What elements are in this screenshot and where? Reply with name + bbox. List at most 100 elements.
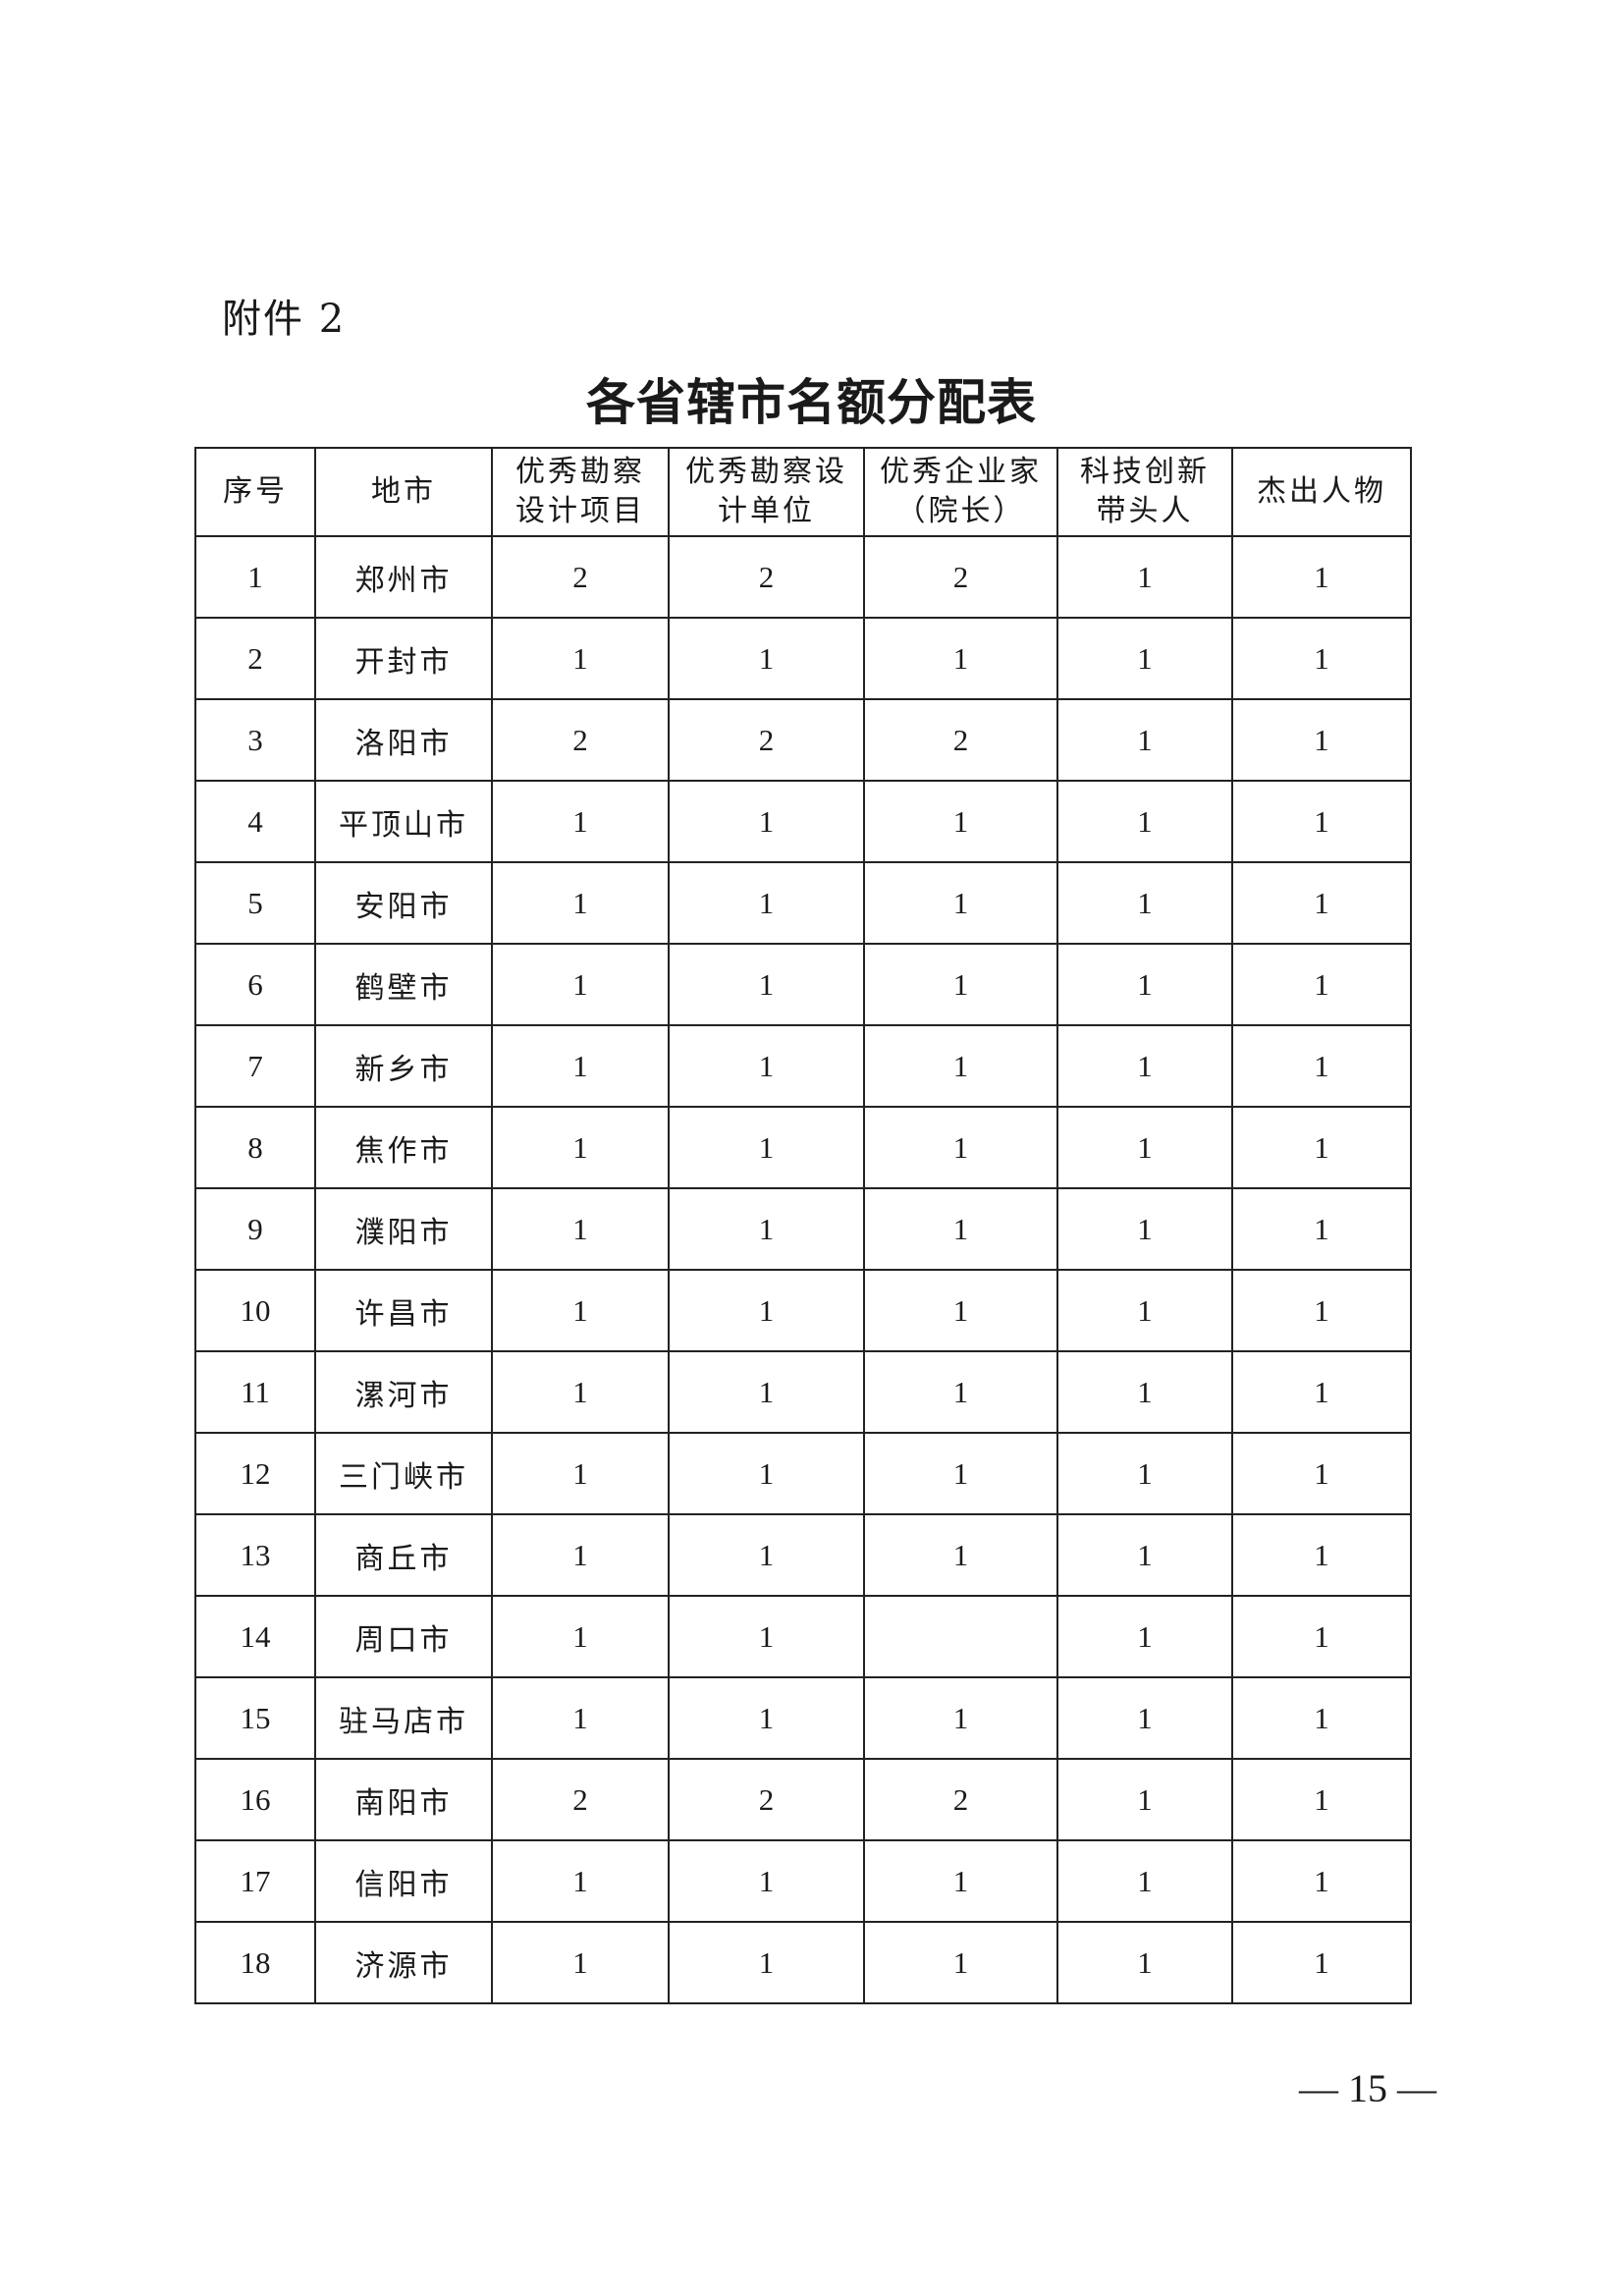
table-row: 6 鹤壁市 1 1 1 1 1 [194,943,1412,1026]
quota-cell: 1 [1231,1106,1412,1189]
quota-cell: 1 [1056,1676,1233,1760]
table-row: 9 濮阳市 1 1 1 1 1 [194,1187,1412,1271]
quota-cell: 2 [491,1758,670,1841]
quota-cell: 1 [863,1350,1058,1434]
quota-cell: 1 [1056,1024,1233,1108]
quota-cell: 1 [1231,1921,1412,2004]
table-row: 3 洛阳市 2 2 2 1 1 [194,698,1412,782]
quota-cell: 1 [1056,698,1233,782]
city-cell: 商丘市 [314,1513,493,1597]
row-index-cell: 17 [194,1839,316,1923]
quota-cell: 1 [1056,1513,1233,1597]
quota-cell: 1 [668,1106,865,1189]
document-title: 各省辖市名额分配表 [586,374,1037,431]
quota-cell: 1 [1056,780,1233,863]
quota-cell: 1 [863,617,1058,700]
quota-cell: 1 [1056,943,1233,1026]
city-cell: 三门峡市 [314,1432,493,1515]
table-row: 15 驻马店市 1 1 1 1 1 [194,1676,1412,1760]
quota-cell: 2 [668,1758,865,1841]
quota-cell: 1 [863,1187,1058,1271]
city-cell: 濮阳市 [314,1187,493,1271]
quota-cell: 1 [863,861,1058,945]
column-header: 优秀勘察 设计项目 [491,447,670,537]
quota-cell: 1 [491,1676,670,1760]
city-cell: 安阳市 [314,861,493,945]
quota-cell: 1 [1231,1024,1412,1108]
row-index-cell: 16 [194,1758,316,1841]
quota-cell: 1 [491,1106,670,1189]
quota-cell: 1 [863,1024,1058,1108]
row-index-cell: 3 [194,698,316,782]
quota-cell: 2 [863,535,1058,619]
quota-cell: 1 [668,861,865,945]
quota-cell: 1 [668,1024,865,1108]
quota-cell: 1 [491,1513,670,1597]
table-row: 5 安阳市 1 1 1 1 1 [194,861,1412,945]
quota-cell: 1 [863,1106,1058,1189]
column-header: 杰出人物 [1231,447,1412,537]
quota-cell: 1 [668,1513,865,1597]
quota-cell: 1 [1056,1595,1233,1678]
quota-cell: 1 [1231,535,1412,619]
quota-cell: 2 [668,535,865,619]
city-cell: 漯河市 [314,1350,493,1434]
quota-cell: 1 [1231,1676,1412,1760]
quota-cell: 1 [668,1187,865,1271]
row-index-cell: 1 [194,535,316,619]
quota-cell: 1 [491,1921,670,2004]
table-row: 8 焦作市 1 1 1 1 1 [194,1106,1412,1189]
table-row: 14 周口市 1 1 1 1 [194,1595,1412,1678]
table-row: 1 郑州市 2 2 2 1 1 [194,535,1412,619]
row-index-cell: 6 [194,943,316,1026]
city-cell: 开封市 [314,617,493,700]
quota-cell: 1 [491,1187,670,1271]
table-row: 2 开封市 1 1 1 1 1 [194,617,1412,700]
column-header: 优秀勘察设 计单位 [668,447,865,537]
quota-cell: 1 [1231,698,1412,782]
quota-cell: 1 [491,1595,670,1678]
quota-cell: 1 [1231,1350,1412,1434]
row-index-cell: 11 [194,1350,316,1434]
table-row: 11 漯河市 1 1 1 1 1 [194,1350,1412,1434]
quota-cell: 1 [668,780,865,863]
row-index-cell: 4 [194,780,316,863]
quota-cell: 1 [1056,617,1233,700]
table-row: 4 平顶山市 1 1 1 1 1 [194,780,1412,863]
city-cell: 焦作市 [314,1106,493,1189]
quota-cell: 1 [491,780,670,863]
quota-cell: 1 [668,1269,865,1352]
quota-cell: 1 [491,1839,670,1923]
table-header-row: 序号 地市 优秀勘察 设计项目 优秀勘察设 计单位 优秀企业家 （院长） 科技创新 带头人 杰出人物 [194,447,1412,537]
quota-cell: 1 [1231,1595,1412,1678]
quota-cell: 1 [1056,1432,1233,1515]
row-index-cell: 5 [194,861,316,945]
city-cell: 洛阳市 [314,698,493,782]
row-index-cell: 14 [194,1595,316,1678]
quota-cell: 1 [668,1595,865,1678]
quota-cell: 1 [491,861,670,945]
quota-cell: 1 [1231,943,1412,1026]
city-cell: 鹤壁市 [314,943,493,1026]
quota-cell: 2 [491,698,670,782]
city-cell: 郑州市 [314,535,493,619]
quota-cell: 1 [863,1676,1058,1760]
quota-cell: 1 [668,1432,865,1515]
table-row: 12 三门峡市 1 1 1 1 1 [194,1432,1412,1515]
table-row: 7 新乡市 1 1 1 1 1 [194,1024,1412,1108]
quota-cell: 1 [863,1921,1058,2004]
quota-cell: 1 [1056,1839,1233,1923]
quota-cell: 1 [863,1513,1058,1597]
quota-cell: 1 [1231,1839,1412,1923]
column-header: 序号 [194,447,316,537]
city-cell: 南阳市 [314,1758,493,1841]
quota-cell: 1 [863,1432,1058,1515]
quota-cell: 2 [863,1758,1058,1841]
quota-cell: 1 [491,1269,670,1352]
quota-cell: 1 [668,1350,865,1434]
quota-cell: 1 [491,1350,670,1434]
column-header: 优秀企业家 （院长） [863,447,1058,537]
row-index-cell: 8 [194,1106,316,1189]
city-cell: 济源市 [314,1921,493,2004]
quota-cell: 1 [668,1921,865,2004]
